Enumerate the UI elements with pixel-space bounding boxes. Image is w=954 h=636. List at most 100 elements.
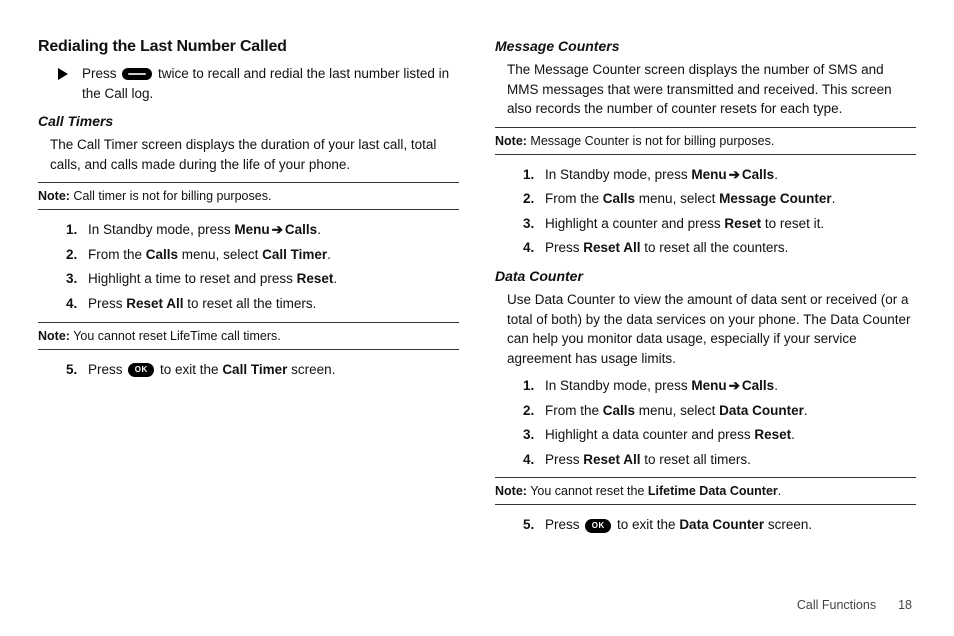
- call-timer-steps: 1. In Standby mode, press Menu ➔ Calls. …: [66, 220, 459, 313]
- step-body: From the Calls menu, select Call Timer.: [88, 245, 459, 265]
- columns: Redialing the Last Number Called Press t…: [38, 38, 916, 586]
- step-body: Press to exit the Call Timer screen.: [88, 360, 459, 380]
- step-1: 1. In Standby mode, press Menu ➔ Calls.: [523, 165, 916, 185]
- reset-label: Reset: [754, 427, 791, 442]
- note-pre: You cannot reset the: [527, 484, 648, 498]
- message-counters-desc: The Message Counter screen displays the …: [507, 60, 916, 119]
- text: In Standby mode, press: [545, 167, 691, 182]
- footer-page-number: 18: [898, 598, 912, 612]
- step-body: From the Calls menu, select Message Coun…: [545, 189, 916, 209]
- step-number: 2.: [523, 401, 545, 421]
- call-timer-label: Call Timer: [222, 362, 287, 377]
- step-body: Press Reset All to reset all the counter…: [545, 238, 916, 258]
- step-1: 1. In Standby mode, press Menu ➔ Calls.: [523, 376, 916, 396]
- bullet-redial: Press twice to recall and redial the las…: [58, 64, 459, 103]
- step-4: 4. Press Reset All to reset all the time…: [66, 294, 459, 314]
- step-number: 2.: [523, 189, 545, 209]
- menu-label: Menu: [234, 222, 269, 237]
- text: to reset all timers.: [641, 452, 751, 467]
- text: menu, select: [178, 247, 262, 262]
- step-5: 5. Press to exit the Data Counter screen…: [523, 515, 916, 535]
- step-3: 3. Highlight a counter and press Reset t…: [523, 214, 916, 234]
- reset-label: Reset: [724, 216, 761, 231]
- text: Highlight a time to reset and press: [88, 271, 297, 286]
- heading-redialing: Redialing the Last Number Called: [38, 38, 459, 56]
- note-text: Call timer is not for billing purposes.: [70, 189, 271, 203]
- calls-label: Calls: [146, 247, 178, 262]
- left-column: Redialing the Last Number Called Press t…: [38, 38, 459, 586]
- period: .: [327, 247, 331, 262]
- ok-key-icon: [128, 363, 154, 377]
- text: Press: [545, 517, 583, 532]
- message-counter-steps: 1. In Standby mode, press Menu ➔ Calls. …: [523, 165, 916, 258]
- text: From the: [545, 403, 603, 418]
- step-number: 3.: [523, 214, 545, 234]
- calls-label: Calls: [742, 378, 774, 393]
- subheading-data-counter: Data Counter: [495, 268, 916, 284]
- call-timers-desc: The Call Timer screen displays the durat…: [50, 135, 459, 174]
- text: to reset all the timers.: [184, 296, 317, 311]
- note-call-timer-billing: Note: Call timer is not for billing purp…: [38, 182, 459, 210]
- calls-label: Calls: [603, 191, 635, 206]
- text: Press: [88, 296, 126, 311]
- step-3: 3. Highlight a data counter and press Re…: [523, 425, 916, 445]
- text: menu, select: [635, 191, 719, 206]
- arrow-icon: ➔: [272, 220, 283, 240]
- text: menu, select: [635, 403, 719, 418]
- step-body: In Standby mode, press Menu ➔ Calls.: [545, 165, 916, 185]
- text: Highlight a data counter and press: [545, 427, 754, 442]
- bullet-redial-text: Press twice to recall and redial the las…: [82, 64, 459, 103]
- step-number: 5.: [523, 515, 545, 535]
- page: Redialing the Last Number Called Press t…: [0, 0, 954, 636]
- subheading-call-timers: Call Timers: [38, 113, 459, 129]
- reset-all-label: Reset All: [126, 296, 183, 311]
- step-number: 3.: [523, 425, 545, 445]
- step-number: 5.: [66, 360, 88, 380]
- period: .: [333, 271, 337, 286]
- footer-section-label: Call Functions: [797, 598, 876, 612]
- period: .: [804, 403, 808, 418]
- data-counter-label: Data Counter: [719, 403, 804, 418]
- step-number: 4.: [66, 294, 88, 314]
- ok-key-icon: [585, 519, 611, 533]
- note-label: Note:: [495, 484, 527, 498]
- step-4: 4. Press Reset All to reset all timers.: [523, 450, 916, 470]
- arrow-icon: ➔: [729, 376, 740, 396]
- note-lifetime-data-counter: Note: You cannot reset the Lifetime Data…: [495, 477, 916, 505]
- text: In Standby mode, press: [545, 378, 691, 393]
- lifetime-data-counter-label: Lifetime Data Counter: [648, 484, 778, 498]
- reset-label: Reset: [297, 271, 334, 286]
- menu-label: Menu: [691, 167, 726, 182]
- menu-label: Menu: [691, 378, 726, 393]
- calls-label: Calls: [285, 222, 317, 237]
- step-number: 4.: [523, 238, 545, 258]
- step-body: Highlight a data counter and press Reset…: [545, 425, 916, 445]
- text: to reset it.: [761, 216, 824, 231]
- message-counter-label: Message Counter: [719, 191, 832, 206]
- period: .: [832, 191, 836, 206]
- subheading-message-counters: Message Counters: [495, 38, 916, 54]
- call-timer-exit-step: 5. Press to exit the Call Timer screen.: [66, 360, 459, 380]
- bullet-pre: Press: [82, 66, 117, 81]
- step-body: In Standby mode, press Menu ➔ Calls.: [88, 220, 459, 240]
- period: .: [317, 222, 321, 237]
- text: screen.: [764, 517, 812, 532]
- step-4: 4. Press Reset All to reset all the coun…: [523, 238, 916, 258]
- page-footer: Call Functions 18: [38, 594, 916, 616]
- period: .: [778, 484, 781, 498]
- step-body: Highlight a counter and press Reset to r…: [545, 214, 916, 234]
- arrow-icon: ➔: [729, 165, 740, 185]
- calls-label: Calls: [603, 403, 635, 418]
- text: Press: [88, 362, 126, 377]
- note-text: You cannot reset LifeTime call timers.: [70, 329, 281, 343]
- step-2: 2. From the Calls menu, select Message C…: [523, 189, 916, 209]
- step-body: Press Reset All to reset all the timers.: [88, 294, 459, 314]
- text: In Standby mode, press: [88, 222, 234, 237]
- step-number: 4.: [523, 450, 545, 470]
- text: From the: [88, 247, 146, 262]
- period: .: [774, 167, 778, 182]
- text: to exit the: [613, 517, 679, 532]
- text: Press: [545, 240, 583, 255]
- step-body: Press Reset All to reset all timers.: [545, 450, 916, 470]
- data-counter-label: Data Counter: [679, 517, 764, 532]
